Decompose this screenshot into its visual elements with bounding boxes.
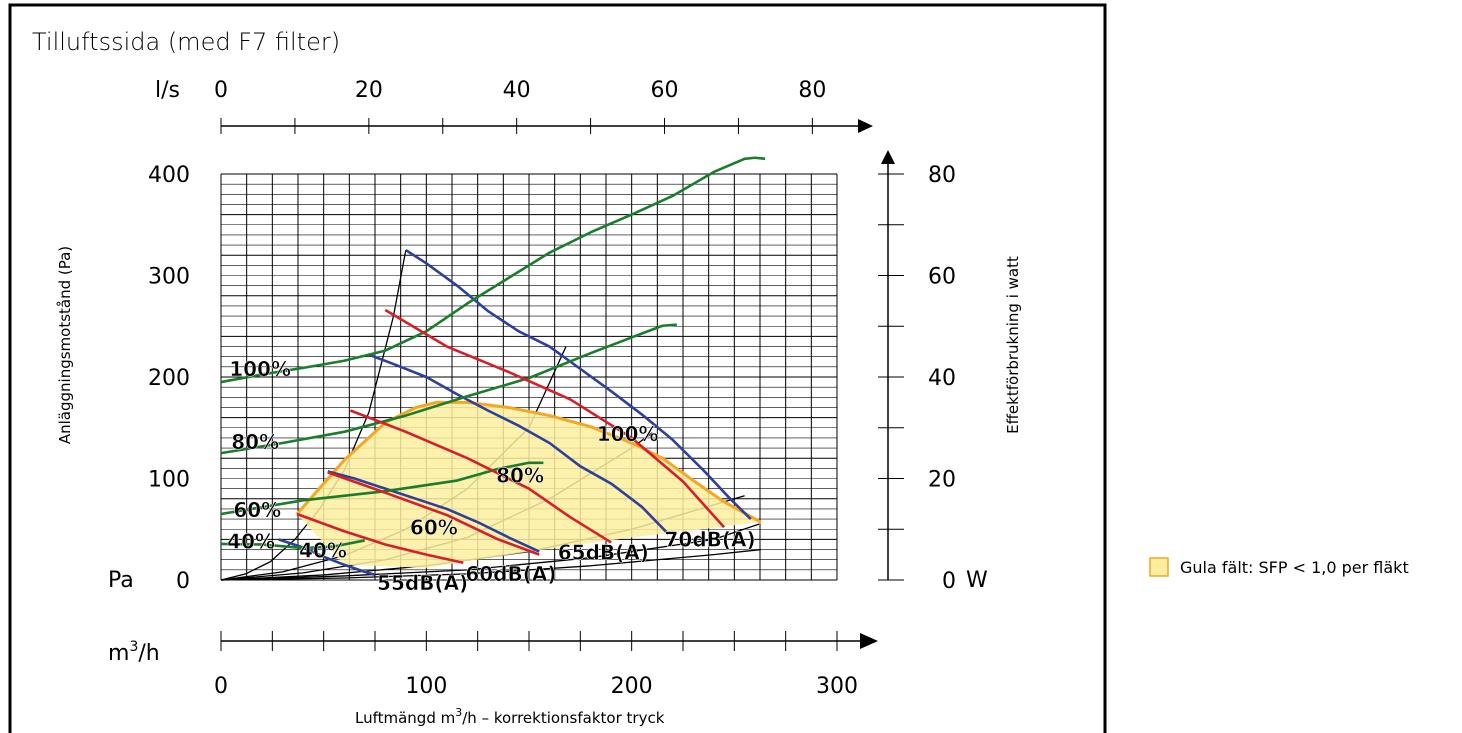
top-tick-label: 20 bbox=[355, 78, 383, 103]
pressure-line bbox=[327, 470, 540, 553]
y-tick-label: 100 bbox=[148, 468, 190, 493]
y2-tick-label: 80 bbox=[928, 163, 956, 188]
top-tick-label: 60 bbox=[651, 78, 679, 103]
y2-tick-label: 0 bbox=[942, 569, 956, 594]
system-line bbox=[220, 523, 760, 581]
top-tick-label: 0 bbox=[214, 78, 228, 103]
sound-line bbox=[296, 512, 464, 565]
sfp-region bbox=[296, 402, 762, 568]
sound-line bbox=[384, 308, 726, 529]
tick-labels: 0 20 40 60 80 0 100 200 300 0 100 200 300 400 0 20 40 60 8… bbox=[148, 78, 956, 699]
y2-tick-label: 40 bbox=[928, 366, 956, 391]
curve-label: 40% bbox=[299, 539, 347, 563]
x-tick-label: 200 bbox=[611, 674, 653, 699]
curve-label: 65dB(A) bbox=[558, 541, 649, 565]
top-tick-label: 40 bbox=[503, 78, 531, 103]
y-tick-label: 300 bbox=[148, 265, 190, 290]
axes bbox=[220, 118, 904, 651]
x-axis-unit-post: /h bbox=[138, 641, 159, 666]
x-axis-unit-pre: m bbox=[108, 641, 129, 666]
system-line bbox=[220, 548, 762, 581]
curve-label: 55dB(A) bbox=[377, 571, 468, 595]
power-line bbox=[220, 323, 677, 455]
x-axis-unit: m3/h bbox=[108, 639, 160, 666]
annotations: 100% 80% 60% 40% 40% 60% 80% 100% 55dB(A)60dB(A)… bbox=[227, 357, 756, 596]
curve-label: 70dB(A) bbox=[665, 528, 756, 552]
x-tick-label: 0 bbox=[214, 674, 228, 699]
y-tick-label: 400 bbox=[148, 163, 190, 188]
y2-axis-unit: W bbox=[966, 568, 988, 593]
legend-text: Gula fält: SFP < 1,0 per fläkt bbox=[1180, 558, 1409, 577]
y-axis-unit: Pa bbox=[108, 568, 134, 593]
y2-tick-label: 60 bbox=[928, 265, 956, 290]
curve-label: 100% bbox=[597, 422, 659, 446]
top-axis-unit: l/s bbox=[155, 78, 180, 103]
x-axis-label-sup: 3 bbox=[455, 706, 462, 719]
y-tick-label: 200 bbox=[148, 366, 190, 391]
chart-title: Tilluftssida (med F7 filter) bbox=[32, 28, 340, 56]
top-tick-label: 80 bbox=[798, 78, 826, 103]
curve-label: 60dB(A) bbox=[465, 562, 556, 586]
curve-label: 60% bbox=[233, 498, 281, 522]
legend-swatch bbox=[1149, 557, 1169, 577]
curve-label: 100% bbox=[229, 357, 291, 381]
curve-label: 40% bbox=[227, 530, 275, 554]
bottom-axis-arrow bbox=[860, 633, 878, 649]
y-axis-label: Anläggningsmotstånd (Pa) bbox=[56, 246, 74, 444]
x-tick-label: 300 bbox=[816, 674, 858, 699]
curve-label: 80% bbox=[496, 464, 544, 488]
y2-axis-label: Effektförbrukning i watt bbox=[1004, 256, 1022, 434]
curve-label: 60% bbox=[410, 515, 458, 539]
y-tick-label: 0 bbox=[176, 569, 190, 594]
pressure-line bbox=[278, 538, 376, 577]
sound-line bbox=[327, 471, 540, 556]
x-axis-label-post: /h – korrektionsfaktor tryck bbox=[462, 709, 664, 727]
x-axis-label-pre: Luftmängd m bbox=[355, 709, 455, 727]
pressure-line bbox=[405, 249, 752, 521]
x-axis-label: Luftmängd m3/h – korrektionsfaktor tryck bbox=[355, 706, 665, 727]
x-axis-unit-sup: 3 bbox=[129, 639, 138, 655]
series-layer bbox=[220, 156, 766, 577]
top-axis-arrow bbox=[858, 119, 873, 133]
power-line bbox=[220, 539, 365, 550]
curve-label: 80% bbox=[231, 430, 279, 454]
y2-axis-arrow bbox=[881, 150, 895, 164]
power-line bbox=[220, 461, 544, 516]
pressure-line bbox=[368, 353, 670, 536]
y2-tick-label: 20 bbox=[928, 468, 956, 493]
power-line bbox=[220, 156, 766, 384]
x-tick-label: 100 bbox=[405, 674, 447, 699]
sound-line bbox=[349, 409, 612, 544]
